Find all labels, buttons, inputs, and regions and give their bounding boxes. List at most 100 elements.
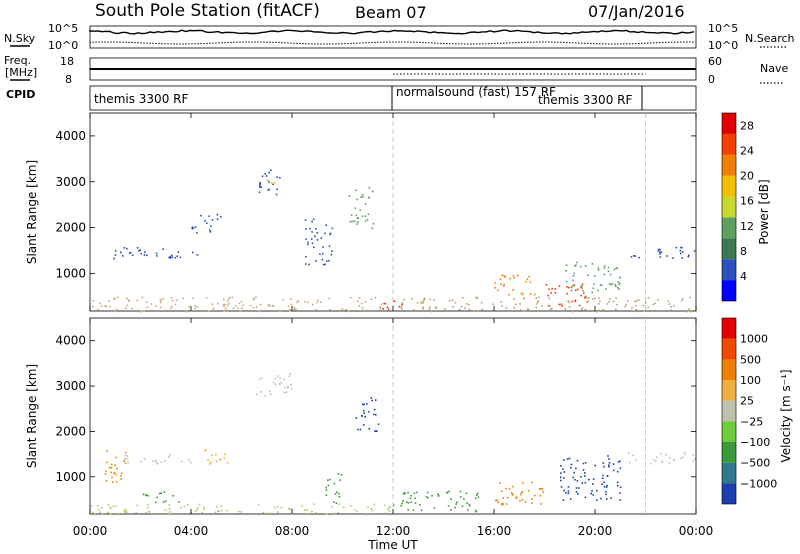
echo-pixel <box>548 297 551 300</box>
echo-pixel <box>331 506 333 508</box>
echo-pixel <box>682 298 684 300</box>
echo-pixel <box>634 255 637 257</box>
echo-pixel <box>258 191 261 194</box>
echo-pixel <box>125 511 128 513</box>
echo-pixel <box>416 302 419 304</box>
echo-pixel <box>279 309 281 312</box>
echo-pixel <box>582 462 585 465</box>
echo-pixel <box>373 503 376 506</box>
echo-pixel <box>177 251 180 253</box>
echo-pixel <box>337 511 339 514</box>
echo-pixel <box>579 286 582 288</box>
echo-pixel <box>578 304 581 307</box>
echo-pixel <box>325 486 327 489</box>
echo-pixel <box>327 479 329 481</box>
echo-pixel <box>615 308 617 311</box>
echo-pixel <box>681 251 684 253</box>
echo-pixel <box>496 289 499 292</box>
echo-pixel <box>528 275 530 278</box>
echo-pixel <box>465 492 468 494</box>
echo-pixel <box>372 222 375 225</box>
echo-pixel <box>126 247 128 250</box>
echo-pixel <box>280 506 282 509</box>
echo-pixel <box>458 308 461 311</box>
echo-pixel <box>608 458 610 460</box>
echo-pixel <box>540 503 542 505</box>
echo-pixel <box>116 467 118 470</box>
echo-pixel <box>127 299 130 301</box>
echo-pixel <box>168 504 171 506</box>
colorbar-tick-label: 100 <box>740 374 761 387</box>
echo-pixel <box>615 267 617 270</box>
echo-pixel <box>570 463 573 466</box>
echo-pixel <box>633 255 635 257</box>
echo-pixel <box>140 252 143 255</box>
echo-pixel <box>504 276 507 278</box>
echo-pixel <box>512 493 514 495</box>
echo-pixel <box>374 296 377 299</box>
echo-pixel <box>375 430 377 432</box>
echo-pixel <box>155 460 157 463</box>
echo-pixel <box>269 393 272 396</box>
colorbar-tick-label: 28 <box>740 120 754 133</box>
echo-pixel <box>451 299 454 301</box>
echo-pixel <box>104 473 107 475</box>
echo-pixel <box>295 308 297 311</box>
echo-pixel <box>502 503 504 505</box>
echo-pixel <box>564 308 567 310</box>
echo-pixel <box>635 309 637 311</box>
echo-pixel <box>398 305 401 308</box>
echo-pixel <box>575 491 578 493</box>
x-tick-label: 00:00 <box>679 524 714 538</box>
echo-pixel <box>585 265 587 267</box>
echo-pixel <box>305 238 307 240</box>
echo-pixel <box>383 302 385 305</box>
echo-pixel <box>261 377 263 379</box>
echo-pixel <box>355 417 358 419</box>
echo-pixel <box>181 460 183 463</box>
echo-pixel <box>357 221 359 223</box>
echo-pixel <box>426 491 429 494</box>
echo-pixel <box>400 306 403 308</box>
echo-pixel <box>372 190 374 193</box>
echo-pixel <box>563 477 565 479</box>
echo-pixel <box>513 307 516 309</box>
echo-pixel <box>355 189 357 192</box>
echo-pixel <box>428 308 431 310</box>
echo-pixel <box>224 303 226 306</box>
echo-pixel <box>92 511 94 514</box>
echo-pixel <box>672 257 674 259</box>
echo-pixel <box>364 301 367 303</box>
echo-pixel <box>607 266 610 269</box>
echo-pixel <box>413 309 415 311</box>
echo-pixel <box>259 183 261 185</box>
echo-pixel <box>342 506 345 509</box>
echo-pixel <box>419 503 421 506</box>
echo-pixel <box>531 481 533 484</box>
echo-pixel <box>255 296 257 299</box>
echo-pixel <box>534 494 536 497</box>
echo-pixel <box>386 306 389 309</box>
echo-pixel <box>223 309 225 312</box>
echo-pixel <box>106 461 108 464</box>
echo-pixel <box>616 303 618 306</box>
echo-pixel <box>319 253 321 255</box>
echo-pixel <box>114 254 117 256</box>
echo-pixel <box>191 251 194 254</box>
echo-pixel <box>617 461 620 463</box>
echo-pixel <box>171 299 174 302</box>
echo-pixel <box>414 497 416 500</box>
echo-pixel <box>203 508 205 510</box>
echo-pixel <box>339 479 341 481</box>
echo-pixel <box>670 309 673 311</box>
echo-pixel <box>673 458 676 461</box>
echo-pixel <box>314 235 316 237</box>
echo-pixel <box>521 499 524 501</box>
echo-pixel <box>366 219 369 221</box>
echo-pixel <box>169 255 172 258</box>
echo-pixel <box>147 506 149 509</box>
echo-pixel <box>617 286 619 289</box>
echo-pixel <box>393 300 396 302</box>
echo-pixel <box>138 249 140 252</box>
echo-pixel <box>112 505 115 508</box>
